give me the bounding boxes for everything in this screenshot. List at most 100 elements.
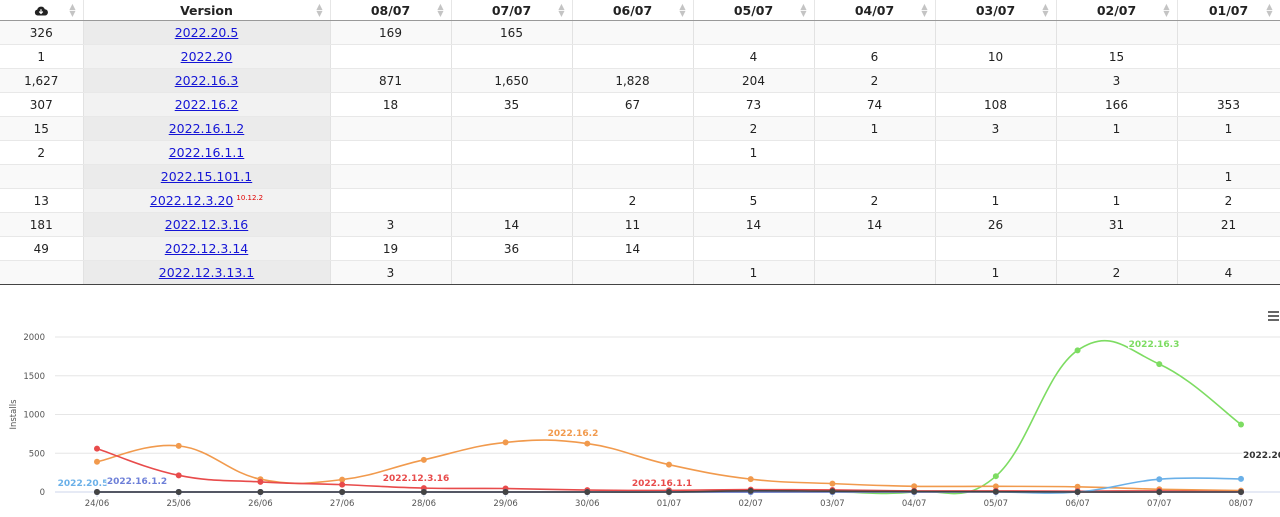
table-header-row: ▲▼ Version ▲▼ 08/07▲▼07/07▲▼06/07▲▼05/07…	[0, 0, 1280, 21]
column-header-date[interactable]: 07/07▲▼	[451, 0, 572, 21]
daily-installs-cell: 3	[330, 213, 451, 237]
total-installs-cell: 1,627	[0, 69, 83, 93]
y-tick-label: 1500	[23, 372, 45, 382]
version-cell: 2022.12.3.14	[83, 237, 330, 261]
daily-installs-cell	[1056, 21, 1177, 45]
column-header-date[interactable]: 06/07▲▼	[572, 0, 693, 21]
daily-installs-cell: 108	[935, 93, 1056, 117]
daily-installs-cell: 11	[572, 213, 693, 237]
daily-installs-cell	[693, 21, 814, 45]
data-point	[1238, 421, 1244, 427]
x-tick-label: 24/06	[85, 499, 110, 509]
version-cell: 2022.15.101.1	[83, 165, 330, 189]
daily-installs-cell	[935, 237, 1056, 261]
sort-arrows-icon[interactable]: ▲▼	[679, 3, 687, 17]
column-header-date[interactable]: 03/07▲▼	[935, 0, 1056, 21]
sort-arrows-icon[interactable]: ▲▼	[437, 3, 445, 17]
column-header-date[interactable]: 08/07▲▼	[330, 0, 451, 21]
data-point	[993, 473, 999, 479]
column-header-date[interactable]: 05/07▲▼	[693, 0, 814, 21]
daily-installs-cell: 36	[451, 237, 572, 261]
sort-arrows-icon[interactable]: ▲▼	[1266, 3, 1274, 17]
sort-arrows-icon[interactable]: ▲▼	[921, 3, 929, 17]
data-point	[666, 489, 672, 495]
data-point	[1075, 489, 1081, 495]
series-label: 2022.16.2	[548, 429, 599, 439]
version-link[interactable]: 2022.16.3	[175, 73, 239, 88]
x-tick-label: 05/07	[984, 499, 1009, 509]
version-link[interactable]: 2022.20.5	[175, 25, 239, 40]
series-label: 2022.20	[1243, 451, 1280, 461]
version-link[interactable]: 2022.12.3.14	[165, 241, 249, 256]
data-point	[94, 459, 100, 465]
daily-installs-cell: 871	[330, 69, 451, 93]
daily-installs-cell	[451, 261, 572, 285]
daily-installs-cell	[1177, 237, 1280, 261]
version-link[interactable]: 2022.15.101.1	[161, 169, 252, 184]
version-link[interactable]: 2022.16.2	[175, 97, 239, 112]
hamburger-menu-icon[interactable]	[1268, 311, 1279, 321]
series-label: 2022.16.3	[1129, 340, 1180, 350]
daily-installs-cell	[330, 45, 451, 69]
data-point	[1075, 347, 1081, 353]
version-link[interactable]: 2022.16.1.2	[169, 121, 245, 136]
version-link[interactable]: 2022.12.3.13.1	[159, 265, 254, 280]
series-label: 2022.12.3.16	[383, 474, 450, 484]
sort-arrows-icon[interactable]: ▲▼	[69, 3, 77, 17]
version-link[interactable]: 2022.20	[181, 49, 233, 64]
daily-installs-cell: 4	[1177, 261, 1280, 285]
sort-arrows-icon[interactable]: ▲▼	[316, 3, 324, 17]
data-point	[421, 457, 427, 463]
version-link[interactable]: 2022.16.1.1	[169, 145, 245, 160]
daily-installs-cell: 166	[1056, 93, 1177, 117]
daily-installs-cell: 2	[1056, 261, 1177, 285]
daily-installs-cell: 3	[935, 117, 1056, 141]
daily-installs-cell: 169	[330, 21, 451, 45]
version-link[interactable]: 2022.12.3.20	[150, 193, 234, 208]
total-installs-cell: 13	[0, 189, 83, 213]
sort-arrows-icon[interactable]: ▲▼	[558, 3, 566, 17]
data-point	[1156, 489, 1162, 495]
daily-installs-cell	[1056, 165, 1177, 189]
daily-installs-cell	[935, 141, 1056, 165]
daily-installs-cell	[814, 141, 935, 165]
data-point	[503, 489, 509, 495]
data-point	[421, 489, 427, 495]
daily-installs-cell: 1	[814, 117, 935, 141]
series-label: 2022.20.5	[58, 479, 109, 489]
version-cell: 2022.16.1.2	[83, 117, 330, 141]
daily-installs-cell	[1056, 237, 1177, 261]
column-header-date[interactable]: 01/07▲▼	[1177, 0, 1280, 21]
daily-installs-cell	[451, 189, 572, 213]
daily-installs-cell: 31	[1056, 213, 1177, 237]
daily-installs-cell	[572, 261, 693, 285]
daily-installs-cell: 4	[693, 45, 814, 69]
total-installs-cell	[0, 165, 83, 189]
daily-installs-cell	[572, 165, 693, 189]
cloud-download-icon	[34, 5, 48, 17]
daily-installs-cell	[330, 189, 451, 213]
series-line	[97, 341, 1241, 494]
data-point	[584, 441, 590, 447]
column-header-date[interactable]: 02/07▲▼	[1056, 0, 1177, 21]
sort-arrows-icon[interactable]: ▲▼	[800, 3, 808, 17]
daily-installs-cell	[572, 21, 693, 45]
daily-installs-cell: 10	[935, 45, 1056, 69]
version-cell: 2022.16.2	[83, 93, 330, 117]
x-tick-label: 28/06	[412, 499, 437, 509]
daily-installs-cell	[935, 21, 1056, 45]
version-cell: 2022.16.1.1	[83, 141, 330, 165]
data-point	[666, 462, 672, 468]
column-header-date[interactable]: 04/07▲▼	[814, 0, 935, 21]
data-point	[94, 489, 100, 495]
column-header-total[interactable]: ▲▼	[0, 0, 83, 21]
versions-table: ▲▼ Version ▲▼ 08/07▲▼07/07▲▼06/07▲▼05/07…	[0, 0, 1280, 285]
version-link[interactable]: 2022.12.3.16	[165, 217, 249, 232]
column-header-version[interactable]: Version ▲▼	[83, 0, 330, 21]
daily-installs-cell	[1177, 141, 1280, 165]
sort-arrows-icon[interactable]: ▲▼	[1163, 3, 1171, 17]
sort-arrows-icon[interactable]: ▲▼	[1042, 3, 1050, 17]
